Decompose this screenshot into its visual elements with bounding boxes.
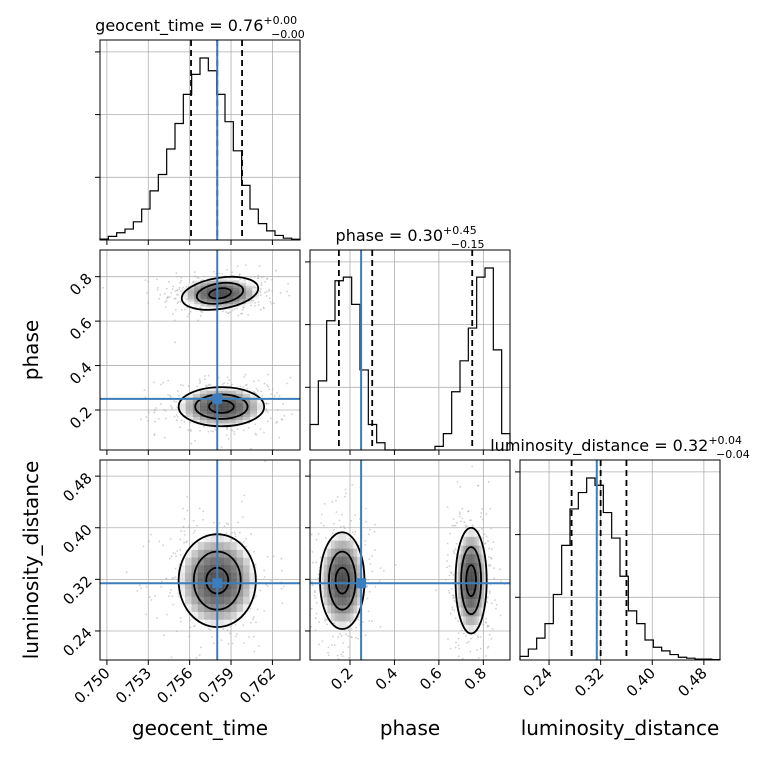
axes-frame [99,459,301,661]
y-tick-label: 0.32 [59,572,95,608]
x-axis-label-geocent_time: geocent_time [132,716,268,740]
truth-marker [356,578,367,589]
title-plus: +0.04 [708,434,742,447]
title-plus: +0.45 [443,224,477,237]
hist-title-geocent_time: geocent_time = 0.76+0.00 −0.00 [95,14,305,41]
histogram-luminosity_distance [519,477,721,661]
contour-mode-1-level-2 [454,526,488,635]
contour-mode-1-level-1 [460,546,483,616]
hist-panel-luminosity_distance: 0.24 0.32 0.40 0.48 [515,459,721,700]
x-tick-label: 0.24 [520,664,556,700]
title-plus: +0.00 [263,14,297,27]
title-minus: −0.15 [451,238,485,251]
y-tick-label: 0.24 [59,624,95,660]
y-tick-label: 0.48 [59,469,95,505]
contour-mode-0-level-1 [327,550,357,611]
x-tick-label: 0.48 [674,664,710,700]
x-axis-label-phase: phase [380,716,440,740]
x-axis-label-luminosity_distance: luminosity_distance [521,716,720,740]
x-tick-label: 0.4 [372,664,402,694]
axes-frame [519,459,721,661]
histogram-geocent_time [99,57,301,240]
title-main: phase = 0.30 [336,226,443,245]
y-tick-label: 0.8 [66,270,96,300]
x-tick-label: 0.756 [153,664,196,707]
axes-frame [309,249,511,451]
axes-frame [309,459,511,661]
x-tick-label: 0.759 [195,664,238,707]
contour-mode-0-level-0 [334,566,350,595]
x-tick-label: 0.6 [416,664,446,694]
y-axis-label-luminosity_distance: luminosity_distance [19,461,43,660]
y-axis-label-phase: phase [19,320,43,380]
contour-mode-1-level-2 [177,386,266,428]
hist-panel-phase [305,249,511,455]
panel-phase-vs-luminosity_distance: 0.2 0.4 0.6 0.8 [305,459,511,694]
x-tick-label: 0.8 [461,664,491,694]
hist-panel-geocent_time [95,39,301,245]
x-tick-label: 0.753 [112,664,155,707]
x-tick-label: 0.32 [571,664,607,700]
x-tick-label: 0.2 [327,664,357,694]
title-minus: −0.00 [271,28,305,41]
contour-mode-0-level-0 [208,287,232,300]
y-tick-label: 0.4 [66,358,96,388]
y-tick-label: 0.2 [66,403,96,433]
axes-frame [99,39,301,241]
title-main: luminosity_distance = 0.32 [490,436,708,456]
contour-mode-0-level-1 [195,281,245,305]
hist-title-luminosity_distance: luminosity_distance = 0.32+0.04 −0.04 [490,434,750,461]
axes-frame [99,249,301,451]
title-main: geocent_time = 0.76 [95,16,263,36]
hist-title-phase: phase = 0.30+0.45 −0.15 [336,224,485,251]
x-tick-label: 0.750 [71,664,114,707]
x-tick-label: 0.762 [236,664,279,707]
contour-mode-1-level-0 [465,564,477,598]
x-tick-label: 0.40 [623,664,659,700]
truth-marker [212,578,223,589]
truth-marker [212,393,223,404]
title-minus: −0.04 [716,448,750,461]
y-tick-label: 0.40 [59,521,95,557]
panel-geocent_time-vs-phase: 0.2 0.4 0.6 0.8 [66,249,301,455]
y-tick-label: 0.6 [66,314,96,344]
